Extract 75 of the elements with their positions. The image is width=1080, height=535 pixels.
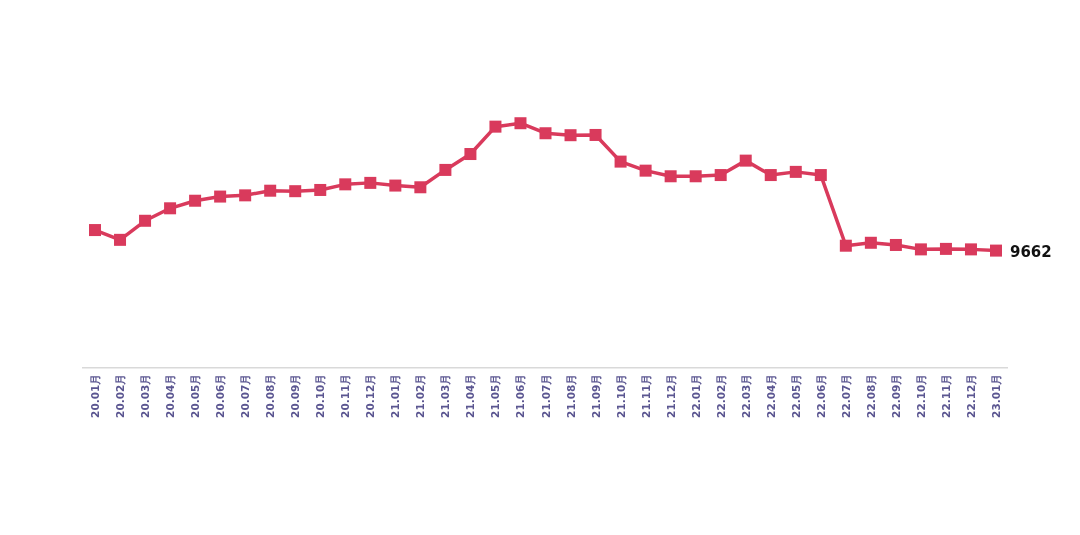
point <box>389 179 402 192</box>
point <box>939 242 952 255</box>
x-tick-label: 20.10月 <box>314 373 327 418</box>
point <box>564 129 577 142</box>
x-tick-label: 20.07月 <box>239 373 252 418</box>
point <box>589 128 602 141</box>
point <box>339 178 352 191</box>
point <box>714 169 727 182</box>
point <box>689 170 702 183</box>
x-tick-label: 22.09月 <box>889 373 902 418</box>
point <box>889 238 902 251</box>
x-tick-label: 21.12月 <box>664 373 677 418</box>
point <box>789 165 802 178</box>
x-tick-label: 21.06月 <box>514 373 527 418</box>
x-tick-label: 20.06月 <box>214 373 227 418</box>
x-tick-label: 22.08月 <box>864 373 877 418</box>
point <box>814 169 827 182</box>
x-tick-label: 20.12月 <box>364 373 377 418</box>
x-tick-label: 22.04月 <box>764 373 777 418</box>
x-tick-label: 22.07月 <box>839 373 852 418</box>
x-tick-label: 21.03月 <box>439 373 452 418</box>
x-tick-label: 21.10月 <box>614 373 627 418</box>
point <box>114 233 127 246</box>
x-tick-label: 21.07月 <box>539 373 552 418</box>
point <box>314 183 327 196</box>
x-tick-label: 20.04月 <box>164 373 177 418</box>
x-tick-label: 22.11月 <box>939 373 952 418</box>
point <box>914 243 927 256</box>
x-tick-label: 20.02月 <box>114 373 127 418</box>
x-tick-label: 21.02月 <box>414 373 427 418</box>
x-tick-label: 22.06月 <box>814 373 827 418</box>
x-tick-label: 23.01月 <box>990 373 1002 418</box>
point <box>764 169 777 182</box>
x-tick-label: 21.08月 <box>564 373 577 418</box>
x-tick-label: 22.03月 <box>739 373 752 418</box>
point <box>139 214 152 227</box>
x-tick-label: 20.09月 <box>289 373 302 418</box>
x-tick-label: 21.09月 <box>589 373 602 418</box>
x-tick-label: 22.02月 <box>714 373 727 418</box>
point <box>264 184 277 197</box>
point <box>990 244 1002 257</box>
x-tick-label: 22.05月 <box>789 373 802 418</box>
x-tick-label: 20.03月 <box>139 373 152 418</box>
point <box>189 194 202 207</box>
x-tick-label: 22.12月 <box>964 373 977 418</box>
x-tick-label: 20.05月 <box>189 373 202 418</box>
x-tick-label: 20.01月 <box>89 373 101 418</box>
point <box>289 185 302 198</box>
point <box>839 239 852 252</box>
point <box>614 155 627 168</box>
x-tick-label: 21.05月 <box>489 373 502 418</box>
point <box>489 120 502 133</box>
point <box>964 243 977 256</box>
x-tick-label: 21.01月 <box>389 373 402 418</box>
point <box>439 163 452 176</box>
point <box>664 170 677 183</box>
point <box>414 181 427 194</box>
point <box>214 190 227 203</box>
x-tick-label: 20.08月 <box>264 373 277 418</box>
point <box>514 117 527 130</box>
point <box>464 148 477 161</box>
point <box>864 236 877 249</box>
x-tick-label: 20.11月 <box>339 373 352 418</box>
x-tick-label: 22.01月 <box>689 373 702 418</box>
point <box>239 189 252 202</box>
point <box>364 176 377 189</box>
point <box>639 164 652 177</box>
point <box>539 127 552 140</box>
point <box>164 202 177 215</box>
point <box>739 154 752 167</box>
annotation: 9662 <box>1010 242 1052 261</box>
x-tick-label: 21.11月 <box>639 373 652 418</box>
point <box>89 224 101 237</box>
x-tick-label: 21.04月 <box>464 373 477 418</box>
x-tick-label: 22.10月 <box>914 373 927 418</box>
